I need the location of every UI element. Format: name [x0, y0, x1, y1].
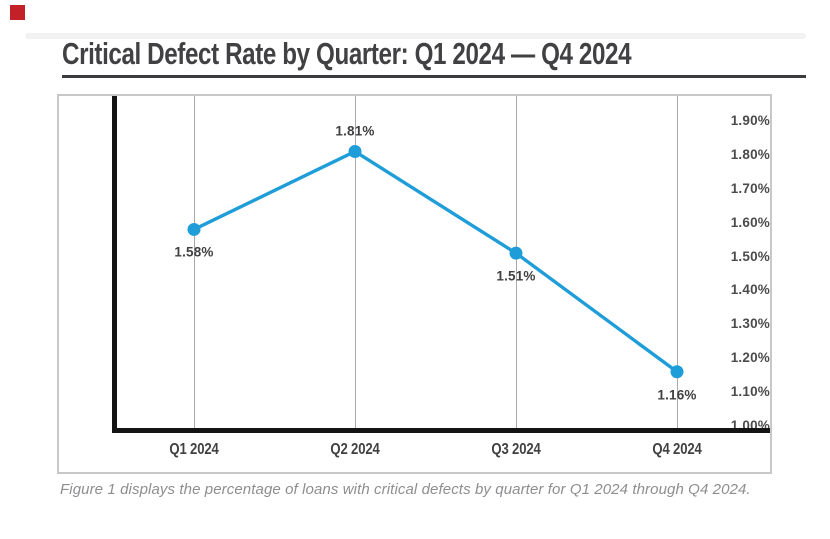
- y-axis-tick-label: 1.40%: [730, 282, 770, 298]
- data-point-label: 1.51%: [496, 268, 536, 284]
- data-point-marker: [670, 365, 684, 379]
- title-underline: [62, 75, 806, 78]
- y-axis-tick-label: 1.90%: [730, 113, 770, 128]
- page-title: Critical Defect Rate by Quarter: Q1 2024…: [62, 36, 632, 71]
- x-axis-tick-label: Q1 2024: [169, 441, 219, 458]
- y-axis-tick-label: 1.60%: [730, 214, 770, 230]
- series-line: [193, 149, 679, 374]
- x-axis-tick-label: Q3 2024: [491, 441, 541, 458]
- vertical-gridline: [677, 96, 679, 428]
- vertical-gridline: [516, 96, 518, 428]
- x-axis-line: [112, 428, 770, 433]
- vertical-gridline: [355, 96, 357, 428]
- y-axis-line: [112, 96, 117, 433]
- y-axis-tick-label: 1.70%: [730, 180, 770, 196]
- defect-rate-line-series: [187, 145, 684, 379]
- y-axis-tick-label: 1.50%: [730, 248, 770, 264]
- chart-card: 1.90% 1.80% 1.70% 1.60% 1.50% 1.40% 1.30% 1.20%…: [57, 94, 772, 474]
- y-axis-tick-label: 1.20%: [730, 350, 770, 366]
- y-axis-tick-label: 1.10%: [730, 384, 770, 400]
- y-axis-tick-label: 1.80%: [730, 146, 770, 162]
- data-point-label: 1.58%: [174, 244, 214, 260]
- top-divider: [25, 33, 806, 39]
- x-axis-tick-label: Q4 2024: [652, 441, 702, 458]
- y-axis-tick-label: 1.30%: [730, 316, 770, 332]
- figure-caption: Figure 1 displays the percentage of loan…: [60, 481, 751, 498]
- data-point-marker: [509, 246, 523, 260]
- data-point-label: 1.81%: [335, 123, 375, 138]
- data-point-marker: [348, 145, 362, 158]
- data-point-marker: [187, 222, 201, 236]
- brand-red-marker: [10, 5, 25, 20]
- vertical-gridline: [194, 96, 196, 428]
- data-point-label: 1.16%: [657, 387, 697, 403]
- x-axis-tick-label: Q2 2024: [330, 441, 380, 458]
